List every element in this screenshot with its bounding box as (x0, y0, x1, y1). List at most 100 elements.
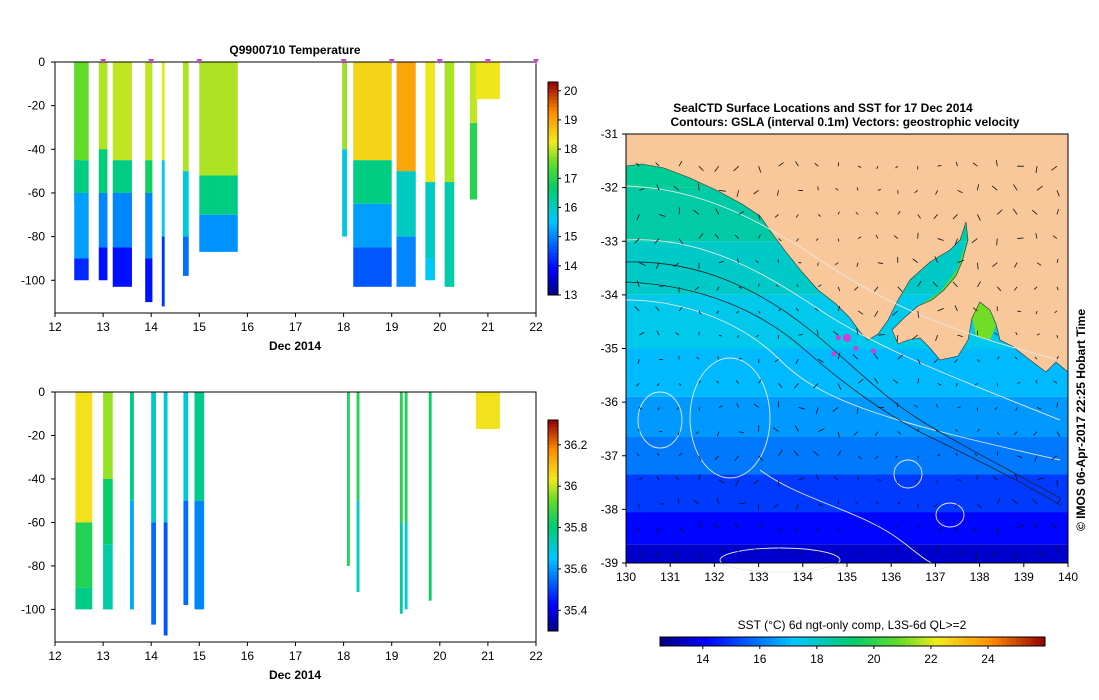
sst-colorbar-cell-19 (751, 637, 757, 646)
sal-colorbar-cell-9 (548, 595, 558, 600)
velocity-vector-181 (837, 431, 840, 438)
velocity-vector-365 (1056, 355, 1059, 360)
velocity-vector-262 (935, 334, 938, 341)
velocity-vector-281 (955, 383, 958, 387)
sal-profile-0-layer-1 (75, 522, 93, 588)
sal-colorbar-cell-8 (548, 599, 558, 604)
temp-colorbar-cell-27 (548, 195, 558, 200)
velocity-vector-354 (1032, 498, 1038, 505)
sal-xtick-label-9: 21 (481, 649, 495, 663)
temp-colorbar-cell-42 (548, 142, 558, 147)
velocity-vector-170 (837, 162, 840, 167)
temp-colorbar-cell-16 (548, 234, 558, 239)
temp-profile-marker-3 (340, 59, 347, 64)
velocity-vector-256 (935, 190, 938, 195)
sst-colorbar-tick-label-0: 14 (696, 652, 710, 666)
sal-colorbar-cell-12 (548, 585, 558, 590)
map-xtick-label-7: 137 (925, 570, 945, 584)
sal-profile-10-layer-0 (404, 392, 408, 523)
sst-colorbar-frame (659, 636, 1046, 647)
velocity-vector-215 (874, 431, 879, 436)
sal-profile-4-layer-1 (163, 522, 168, 636)
temp-colorbar-cell-57 (548, 89, 558, 94)
velocity-vector-340 (1035, 166, 1038, 174)
temp-profile-13-layer-0 (469, 62, 478, 124)
sal-ytick-label-1: -20 (28, 428, 46, 442)
temp-colorbar-cell-32 (548, 177, 558, 182)
velocity-vector-327 (1014, 262, 1018, 268)
map-axes: 130 131 132 133 134 135 136 137 138 139 140 -31 -32 -… (601, 127, 1079, 584)
velocity-vector-191 (856, 262, 859, 267)
velocity-vector-237 (896, 548, 899, 553)
velocity-vector-99 (738, 502, 746, 505)
map-xtick-label-2: 132 (704, 570, 724, 584)
velocity-vector-357 (1051, 165, 1058, 171)
sal-colorbar-label-1: 35.6 (564, 562, 588, 576)
velocity-vector-283 (955, 429, 958, 432)
velocity-vector-155 (818, 214, 821, 217)
temp-colorbar-cell-22 (548, 213, 558, 218)
velocity-vector-313 (994, 332, 998, 336)
velocity-vector-335 (1017, 455, 1023, 459)
velocity-vector-362 (1056, 286, 1059, 291)
velocity-vector-57 (698, 310, 702, 315)
temp-ytick-label-3: -60 (28, 186, 46, 200)
sal-colorbar-cell-14 (548, 578, 558, 583)
temperature-colorbar: 13 14 15 16 17 18 19 20 (547, 81, 578, 302)
velocity-vector-190 (857, 236, 862, 239)
temp-profile-1-layer-0 (74, 62, 89, 161)
temp-profile-9-layer-1 (353, 160, 392, 204)
velocity-vector-266 (935, 429, 938, 432)
map-xtick-label-8: 138 (970, 570, 990, 584)
velocity-vector-276 (957, 259, 965, 264)
sst-colorbar-cell-26 (785, 637, 791, 646)
velocity-vector-35 (673, 185, 680, 191)
sst-colorbar-cell-61 (953, 637, 959, 646)
sst-colorbar-cell-45 (876, 637, 882, 646)
velocity-vector-259 (934, 256, 938, 263)
velocity-vector-199 (857, 455, 862, 460)
sal-xtick-label-5: 17 (289, 649, 303, 663)
map-ytick-label-0: -31 (601, 127, 619, 141)
sst-colorbar-cell-17 (741, 637, 748, 646)
velocity-vector-131 (778, 449, 783, 456)
temp-profile-4-layer-2 (145, 192, 153, 259)
velocity-vector-228 (896, 335, 899, 343)
sst-colorbar-cell-23 (770, 637, 776, 646)
velocity-vector-119 (778, 162, 784, 167)
temp-xtick-label-6: 18 (337, 320, 351, 334)
sst-colorbar-label: SST (°C) 6d ngt-only comp, L3S-6d QL>=2 (738, 618, 967, 632)
velocity-vector-310 (992, 262, 998, 267)
velocity-vector-138 (795, 214, 799, 218)
velocity-vector-163 (815, 407, 819, 415)
velocity-vector-53 (693, 209, 700, 215)
velocity-vector-54 (698, 233, 704, 239)
sal-profile-0-layer-0 (75, 392, 93, 523)
velocity-vector-320 (996, 498, 1001, 505)
velocity-vector-289 (972, 162, 978, 167)
velocity-vector-305 (975, 552, 978, 560)
sst-colorbar-cell-18 (746, 637, 752, 646)
velocity-vector-351 (1033, 431, 1038, 436)
sal-profile-0-layer-2 (75, 587, 93, 610)
velocity-vector-251 (915, 479, 918, 483)
salinity-plot-frame (54, 391, 537, 643)
map-panel: SealCTD Surface Locations and SST for 17… (601, 101, 1088, 666)
velocity-vector-37 (678, 238, 684, 245)
temp-colorbar-cell-9 (548, 259, 558, 264)
temp-profile-12-layer-1 (444, 182, 455, 287)
velocity-vector-18 (656, 184, 660, 191)
map-ytick-label-1: -32 (601, 181, 619, 195)
velocity-vector-9 (636, 383, 640, 387)
sst-colorbar-cell-46 (881, 637, 887, 646)
sal-colorbar-cell-18 (548, 564, 558, 569)
sal-colorbar-cell-7 (548, 602, 558, 607)
temp-colorbar-cell-50 (548, 113, 558, 118)
temp-profile-3-layer-0 (112, 62, 132, 161)
temp-profile-1-layer-2 (74, 192, 89, 259)
sal-profile-10-layer-1 (404, 522, 408, 610)
velocity-vector-144 (795, 359, 799, 365)
velocity-vector-213 (873, 377, 879, 384)
velocity-vector-88 (734, 234, 739, 239)
